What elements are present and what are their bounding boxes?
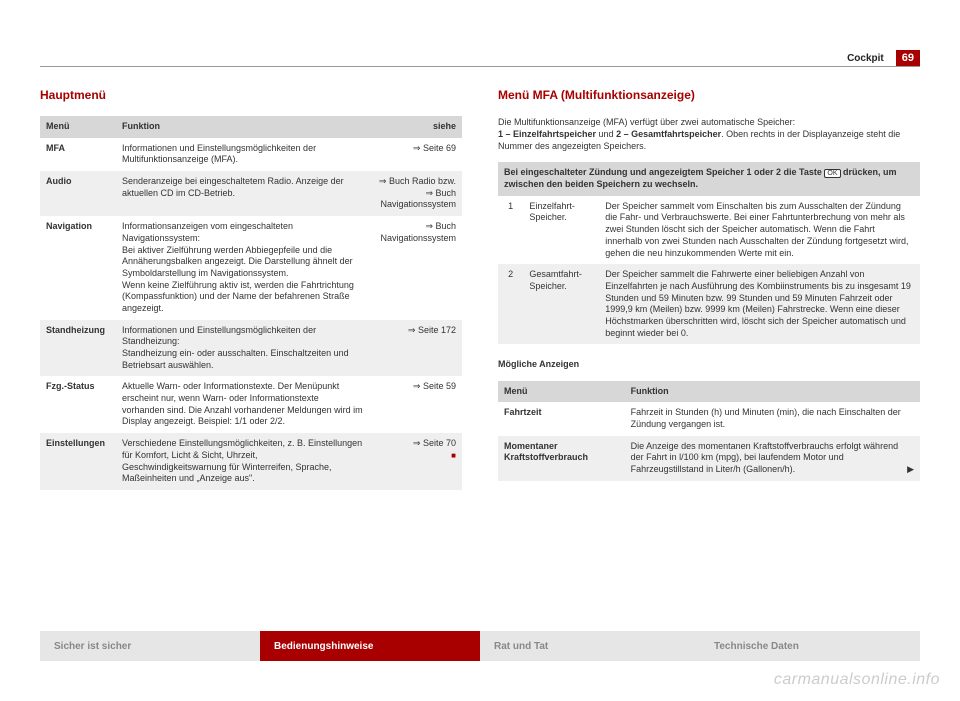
see-text: ⇒ Seite 70 [413, 438, 456, 448]
func-cell: Verschiedene Einstellungsmöglichkeiten, … [116, 433, 369, 490]
intro-span1: und [596, 129, 616, 139]
memory-table: Bei eingeschalteter Zündung und angezeig… [498, 162, 920, 344]
mem-label: Einzelfahrt-Speicher. [523, 196, 599, 264]
header-divider [40, 66, 920, 67]
disp-col-func: Funktion [625, 381, 920, 403]
table-row: Fzg.-Status Aktuelle Warn- oder Informat… [40, 376, 462, 433]
menu-cell: Einstellungen [40, 433, 116, 490]
mem-desc: Der Speicher sammelt die Fahrwerte einer… [599, 264, 920, 344]
func-cell: Informationen und Einstellungsmöglichkei… [116, 138, 369, 171]
table-row: MFA Informationen und Einstellungsmöglic… [40, 138, 462, 171]
col-menu: Menü [40, 116, 116, 138]
table-row: Audio Senderanzeige bei eingeschaltetem … [40, 171, 462, 216]
func-cell: Aktuelle Warn- oder Informationstexte. D… [116, 376, 369, 433]
watermark: carmanualsonline.info [774, 671, 940, 689]
table-row: Einstellungen Verschiedene Einstellungsm… [40, 433, 462, 490]
memory-table-header: Bei eingeschalteter Zündung und angezeig… [498, 162, 920, 195]
footer-tab-rat[interactable]: Rat und Tat [480, 631, 700, 661]
menu-cell: Navigation [40, 216, 116, 320]
see-cell: ⇒ Buch Radio bzw. ⇒ Buch Navigationssyst… [369, 171, 462, 216]
content-area: Hauptmenü Menü Funktion siehe MFA Inform… [40, 88, 920, 621]
intro-text: Die Multifunktionsanzeige (MFA) verfügt … [498, 116, 920, 152]
header-section: Cockpit [847, 53, 884, 64]
page-header: Cockpit 69 [0, 50, 960, 66]
menu-cell: Audio [40, 171, 116, 216]
ok-button-icon: OK [824, 169, 840, 178]
func-cell: Informationsanzeigen vom eingeschalteten… [116, 216, 369, 320]
table-row: 1 Einzelfahrt-Speicher. Der Speicher sam… [498, 196, 920, 264]
func-cell: Informationen und Einstellungsmöglichkei… [116, 320, 369, 377]
mem-idx: 2 [498, 264, 523, 344]
disp-func-cell: Fahrzeit in Stunden (h) und Minuten (min… [625, 402, 920, 435]
table-row: Momentaner Kraftstoffverbrauch Die Anzei… [498, 436, 920, 481]
hauptmenu-title: Hauptmenü [40, 88, 462, 102]
mem-desc: Der Speicher sammelt vom Einschalten bis… [599, 196, 920, 264]
disp-func-text: Die Anzeige des momentanen Kraftstoffver… [631, 441, 899, 474]
footer-tab-sicher[interactable]: Sicher ist sicher [40, 631, 260, 661]
possible-displays-title: Mögliche Anzeigen [498, 358, 920, 370]
func-cell: Senderanzeige bei eingeschaltetem Radio.… [116, 171, 369, 216]
col-siehe: siehe [369, 116, 462, 138]
right-column: Menü MFA (Multifunktionsanzeige) Die Mul… [498, 88, 920, 621]
menu-cell: Standheizung [40, 320, 116, 377]
displays-table: Menü Funktion Fahrtzeit Fahrzeit in Stun… [498, 381, 920, 481]
menu-cell: Fzg.-Status [40, 376, 116, 433]
table-row: Fahrtzeit Fahrzeit in Stunden (h) und Mi… [498, 402, 920, 435]
footer-tab-bedienung[interactable]: Bedienungshinweise [260, 631, 480, 661]
footer-tab-technische[interactable]: Technische Daten [700, 631, 920, 661]
disp-func-cell: Die Anzeige des momentanen Kraftstoffver… [625, 436, 920, 481]
col-funktion: Funktion [116, 116, 369, 138]
footer-nav: Sicher ist sicher Bedienungshinweise Rat… [40, 631, 920, 661]
see-cell: ⇒ Seite 70 ■ [369, 433, 462, 490]
menu-cell: MFA [40, 138, 116, 171]
hauptmenu-table: Menü Funktion siehe MFA Informationen un… [40, 116, 462, 490]
mfa-title: Menü MFA (Multifunktionsanzeige) [498, 88, 920, 102]
see-cell: ⇒ Seite 69 [369, 138, 462, 171]
intro-line1: Die Multifunktionsanzeige (MFA) verfügt … [498, 117, 795, 127]
table-row: Standheizung Informationen und Einstellu… [40, 320, 462, 377]
see-cell: ⇒ Buch Navigationssystem [369, 216, 462, 320]
intro-bold2: 2 – Gesamtfahrtspeicher [616, 129, 721, 139]
see-cell: ⇒ Seite 172 [369, 320, 462, 377]
mem-label: Gesamtfahrt-Speicher. [523, 264, 599, 344]
header-page-number: 69 [896, 50, 920, 66]
disp-col-menu: Menü [498, 381, 625, 403]
table-row: Navigation Informationsanzeigen vom eing… [40, 216, 462, 320]
end-section-icon: ■ [451, 451, 456, 460]
disp-menu-cell: Fahrtzeit [498, 402, 625, 435]
table-row: 2 Gesamtfahrt-Speicher. Der Speicher sam… [498, 264, 920, 344]
left-column: Hauptmenü Menü Funktion siehe MFA Inform… [40, 88, 462, 621]
mem-idx: 1 [498, 196, 523, 264]
mem-head-a: Bei eingeschalteter Zündung und angezeig… [504, 167, 824, 177]
intro-bold1: 1 – Einzelfahrtspeicher [498, 129, 596, 139]
see-cell: ⇒ Seite 59 [369, 376, 462, 433]
continue-triangle-icon: ▶ [907, 464, 914, 476]
disp-menu-cell: Momentaner Kraftstoffverbrauch [498, 436, 625, 481]
